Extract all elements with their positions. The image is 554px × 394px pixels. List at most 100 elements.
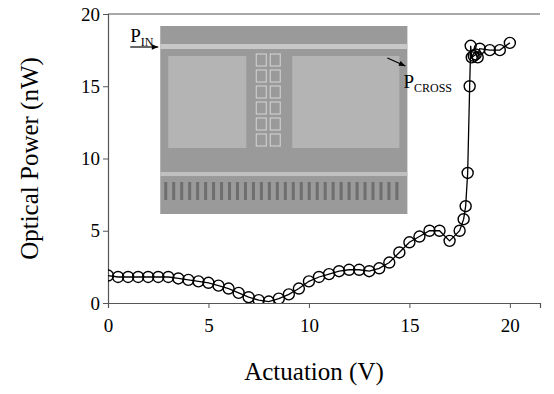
axis-line bbox=[103, 15, 109, 304]
inset-comb bbox=[172, 182, 175, 200]
data-point bbox=[444, 235, 455, 246]
inset-comb bbox=[340, 182, 343, 200]
tick-label: 0 bbox=[91, 293, 101, 314]
inset-comb bbox=[372, 182, 375, 200]
tick-mark bbox=[103, 159, 108, 160]
axis-line bbox=[109, 304, 541, 309]
arrow-head bbox=[152, 44, 158, 49]
data-point bbox=[462, 167, 473, 178]
inset-cell bbox=[270, 54, 280, 66]
inset-comb bbox=[387, 182, 390, 200]
tick-mark bbox=[103, 86, 108, 87]
inset-comb bbox=[332, 182, 335, 200]
tick-mark bbox=[510, 303, 511, 308]
inset-comb bbox=[164, 182, 167, 200]
tick-mark bbox=[309, 303, 310, 308]
data-point bbox=[464, 81, 475, 92]
tick: 10 bbox=[300, 303, 319, 336]
y-axis: 0 5 10 15 20 bbox=[81, 4, 109, 314]
data-point bbox=[474, 43, 485, 54]
data-point bbox=[458, 214, 469, 225]
inset-comb bbox=[316, 182, 319, 200]
inset-comb bbox=[276, 182, 279, 200]
inset-comb bbox=[300, 182, 303, 200]
inset-comb bbox=[204, 182, 207, 200]
inset-comb bbox=[196, 182, 199, 200]
inset-comb bbox=[284, 182, 287, 200]
x-axis-title: Actuation (V) bbox=[244, 358, 384, 386]
data-point bbox=[364, 266, 375, 277]
annotation: PCROSS bbox=[403, 71, 452, 95]
inset-cell bbox=[256, 54, 266, 66]
tick-label: 0 bbox=[104, 315, 114, 336]
tick: 0 bbox=[104, 303, 114, 336]
data-point bbox=[213, 280, 224, 291]
data-point bbox=[293, 283, 304, 294]
annotation: PIN bbox=[130, 25, 154, 49]
data-point bbox=[203, 277, 214, 288]
tick-label: 10 bbox=[300, 315, 319, 336]
inset-comb bbox=[236, 182, 239, 200]
inset bbox=[160, 26, 407, 214]
inset-cell bbox=[270, 118, 280, 130]
tick-label: 10 bbox=[81, 148, 100, 169]
data-point bbox=[460, 201, 471, 212]
tick-mark bbox=[103, 14, 108, 15]
inset-pad bbox=[168, 56, 246, 148]
tick-mark bbox=[103, 231, 108, 232]
data-point bbox=[183, 274, 194, 285]
data-point bbox=[173, 273, 184, 284]
inset-comb bbox=[356, 182, 359, 200]
tick-label: 20 bbox=[501, 315, 520, 336]
inset-cell bbox=[256, 134, 266, 146]
tick-label: 15 bbox=[400, 315, 419, 336]
inset-cell bbox=[256, 86, 266, 98]
inset-cell bbox=[270, 102, 280, 114]
tick-label: 5 bbox=[204, 315, 214, 336]
data-point bbox=[434, 225, 445, 236]
plot: PIN PCROSS 0 5 10 15 20 0 5 10 15 20 bbox=[81, 4, 541, 336]
tick-label: 15 bbox=[81, 76, 100, 97]
data-point bbox=[313, 271, 324, 282]
inset-comb bbox=[180, 182, 183, 200]
data-point bbox=[193, 276, 204, 287]
data-point bbox=[263, 296, 274, 303]
data-point bbox=[504, 37, 515, 48]
inset-comb bbox=[252, 182, 255, 200]
annotation-text: P bbox=[130, 25, 141, 46]
inset-waveguide bbox=[160, 44, 407, 49]
data-point bbox=[334, 266, 345, 277]
data-point bbox=[384, 257, 395, 268]
inset-comb bbox=[260, 182, 263, 200]
data-point bbox=[414, 231, 425, 242]
tick-mark bbox=[208, 303, 209, 308]
inset-cell bbox=[256, 118, 266, 130]
inset-comb bbox=[324, 182, 327, 200]
tick-mark bbox=[103, 303, 108, 304]
data-point bbox=[283, 289, 294, 300]
tick: 10 bbox=[81, 148, 108, 169]
data-point bbox=[324, 269, 335, 280]
data-point bbox=[354, 264, 365, 275]
inset-comb bbox=[395, 182, 398, 200]
data-point bbox=[394, 247, 405, 258]
tick: 15 bbox=[81, 76, 108, 97]
data-point bbox=[404, 237, 415, 248]
data-point bbox=[163, 271, 174, 282]
x-axis: 0 5 10 15 20 bbox=[104, 303, 541, 336]
data-point bbox=[454, 225, 465, 236]
inset-cell bbox=[270, 70, 280, 82]
tick: 15 bbox=[400, 303, 419, 336]
y-axis-title: Optical Power (nW) bbox=[16, 57, 44, 260]
inset-cell bbox=[256, 70, 266, 82]
tick-label: 20 bbox=[81, 4, 100, 25]
tick-label: 5 bbox=[91, 220, 101, 241]
arrow bbox=[387, 58, 405, 66]
tick: 20 bbox=[81, 4, 108, 25]
inset-comb bbox=[348, 182, 351, 200]
inset-pad bbox=[292, 56, 399, 148]
inset-comb bbox=[379, 182, 382, 200]
data-point bbox=[494, 45, 505, 56]
annotation-text: P bbox=[403, 71, 414, 92]
data-point bbox=[223, 283, 234, 294]
